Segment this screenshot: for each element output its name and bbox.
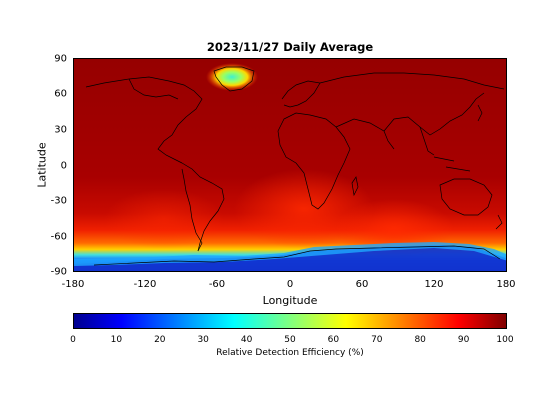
colorbar-tick: 20 bbox=[154, 335, 166, 345]
xtick-label: 180 bbox=[496, 279, 516, 290]
ytick-label: 60 bbox=[54, 88, 67, 100]
antarctic-coast-band bbox=[74, 242, 506, 266]
map-plot-area bbox=[73, 58, 507, 272]
ytick-label: 0 bbox=[60, 160, 67, 172]
y-axis-label: Latitude bbox=[35, 142, 49, 188]
coastlines bbox=[85, 66, 505, 266]
xtick-label: -120 bbox=[133, 279, 157, 290]
xtick-label: 0 bbox=[286, 279, 294, 290]
colorbar-label: Relative Detection Efficiency (%) bbox=[216, 348, 364, 358]
colorbar-tick: 0 bbox=[70, 335, 76, 345]
colorbar-tick: 70 bbox=[371, 335, 383, 345]
colorbar-tick: 60 bbox=[327, 335, 340, 345]
map-title: 2023/11/27 Daily Average bbox=[206, 40, 374, 54]
colorbar bbox=[73, 313, 507, 329]
greenland-low-patch bbox=[206, 63, 258, 91]
colorbar-tick: 10 bbox=[110, 335, 123, 345]
xtick-label: 60 bbox=[355, 279, 369, 290]
ytick-label: -30 bbox=[50, 195, 67, 207]
south-pacific-highlight bbox=[104, 189, 224, 249]
xtick-label: 120 bbox=[424, 279, 444, 290]
x-axis-label: Longitude bbox=[262, 294, 318, 307]
ytick-label: -60 bbox=[50, 231, 67, 243]
efficiency-map bbox=[74, 59, 506, 271]
colorbar-tick: 100 bbox=[496, 335, 514, 345]
antarctica-field bbox=[74, 245, 506, 271]
ytick-label: -90 bbox=[50, 266, 67, 278]
colorbar-tick: 50 bbox=[284, 335, 296, 345]
xtick-label: -180 bbox=[61, 279, 85, 290]
colorbar-tick: 80 bbox=[414, 335, 426, 345]
ytick-label: 30 bbox=[54, 124, 67, 136]
colorbar-tick: 40 bbox=[240, 335, 253, 345]
ytick-label: 90 bbox=[54, 53, 67, 65]
colorbar-tick: 30 bbox=[197, 335, 209, 345]
colorbar-tick: 90 bbox=[457, 335, 470, 345]
xtick-label: -60 bbox=[208, 279, 226, 290]
